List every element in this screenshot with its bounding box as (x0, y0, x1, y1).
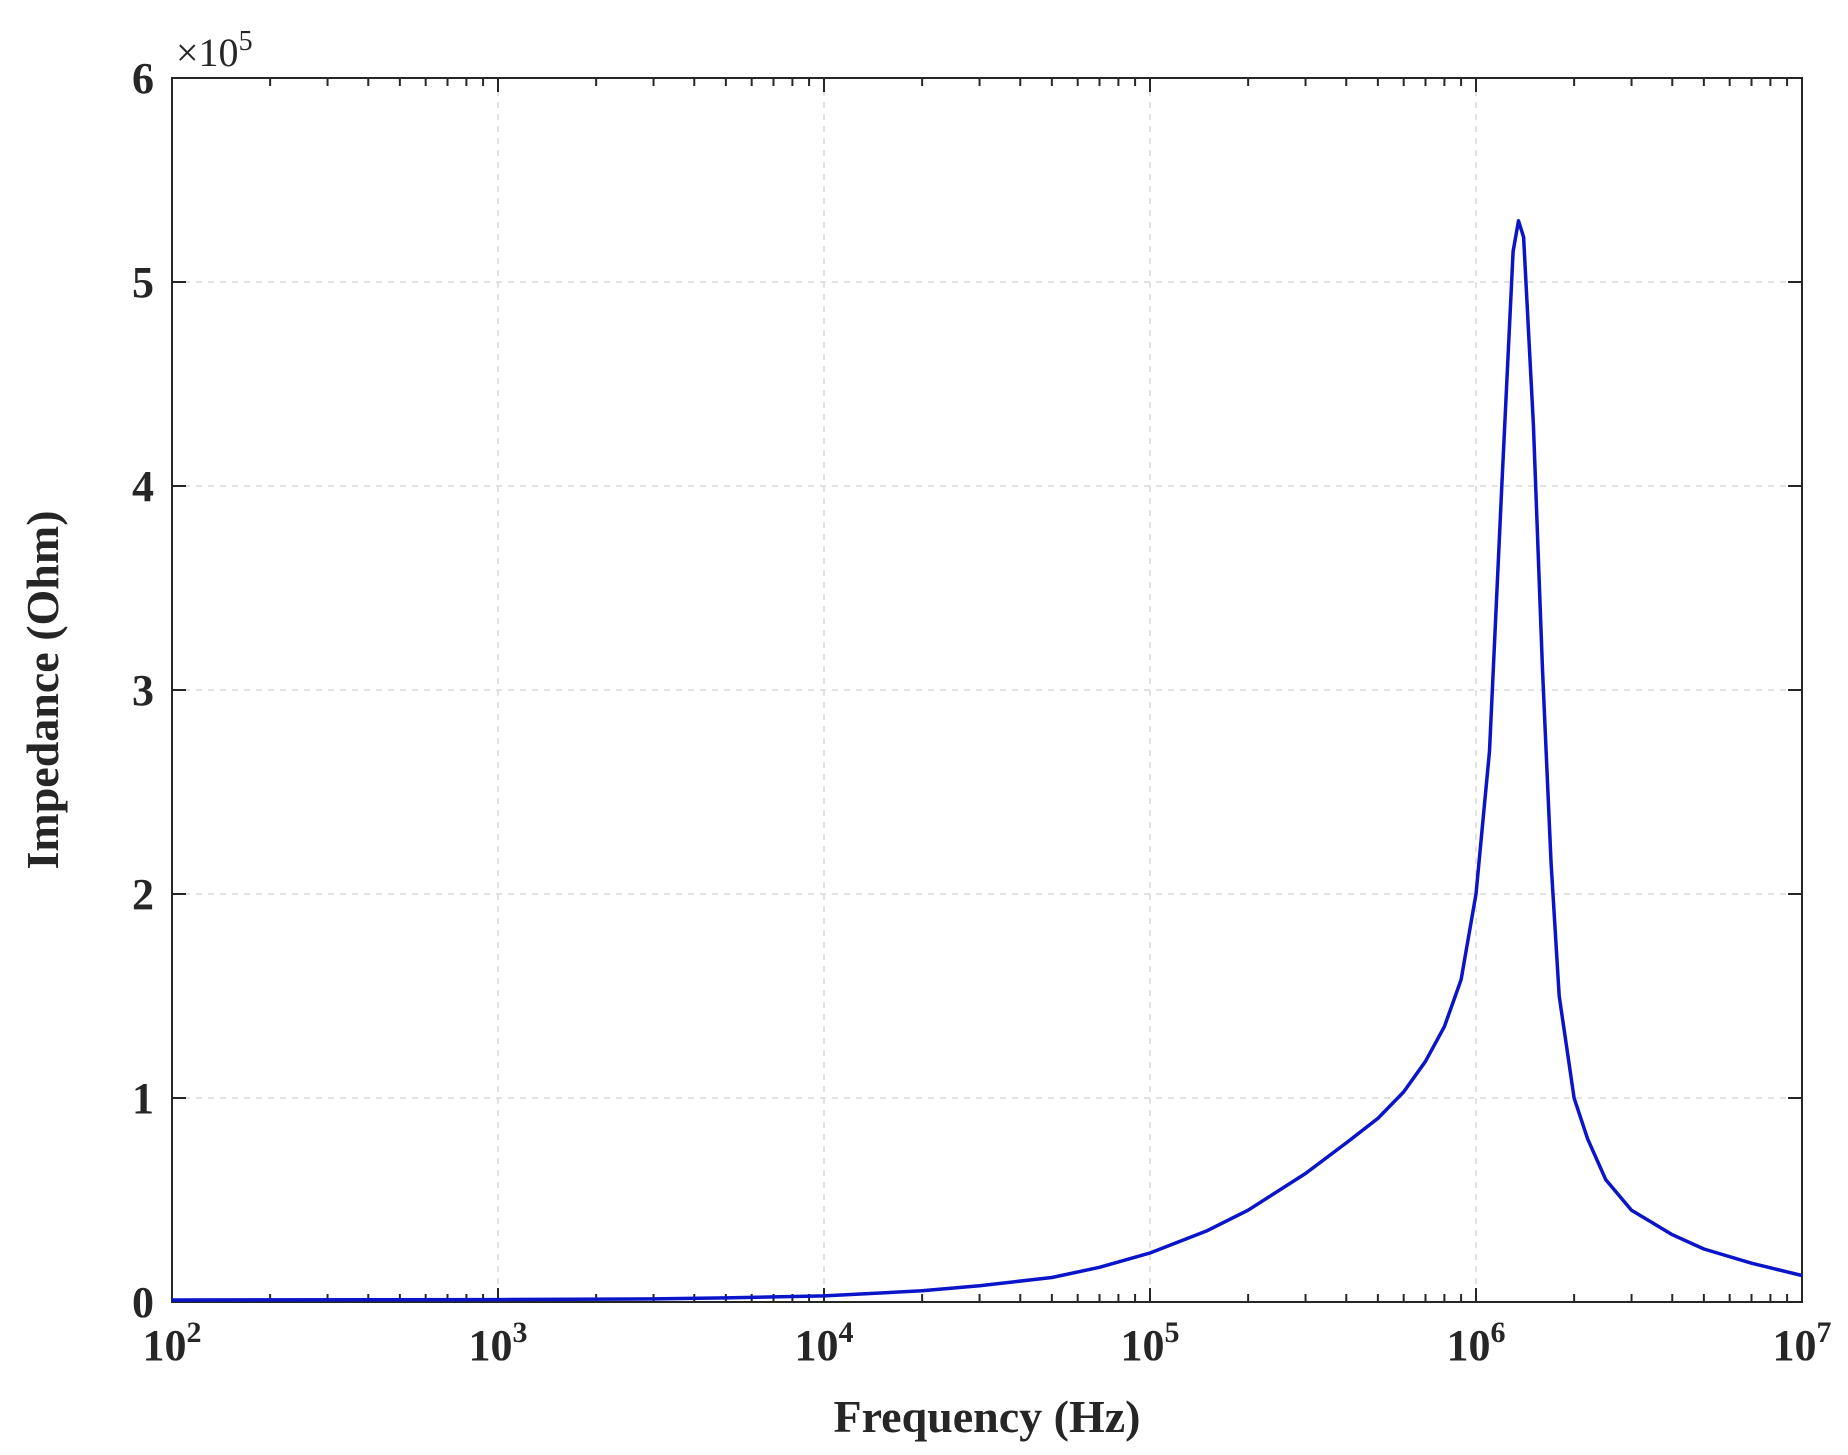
impedance-series-line (171, 219, 1803, 1302)
y-tick-label: 3 (132, 666, 154, 715)
x-tick-label: 104 (795, 1316, 854, 1370)
y-tick-label: 6 (132, 54, 154, 103)
y-tick-labels: 0 1 2 3 4 5 6 (132, 54, 154, 1327)
x-tick-label: 102 (143, 1316, 202, 1370)
y-tick-label: 0 (132, 1278, 154, 1327)
x-tick-labels: 102 103 104 105 106 107 (143, 1316, 1832, 1370)
y-tick-label: 4 (132, 462, 154, 511)
x-tick-label: 103 (469, 1316, 528, 1370)
x-tick-label: 105 (1121, 1316, 1180, 1370)
y-axis-multiplier: ×105 (176, 26, 253, 75)
y-tick-label: 1 (132, 1074, 154, 1123)
y-axis-label: Impedance (Ohm) (17, 510, 68, 869)
x-axis-label: Frequency (Hz) (833, 1391, 1140, 1442)
x-tick-label: 107 (1773, 1316, 1832, 1370)
x-tick-label: 106 (1447, 1316, 1506, 1370)
y-tick-label: 2 (132, 870, 154, 919)
grid (172, 78, 1802, 1302)
series-group (171, 219, 1803, 1302)
y-tick-label: 5 (132, 258, 154, 307)
